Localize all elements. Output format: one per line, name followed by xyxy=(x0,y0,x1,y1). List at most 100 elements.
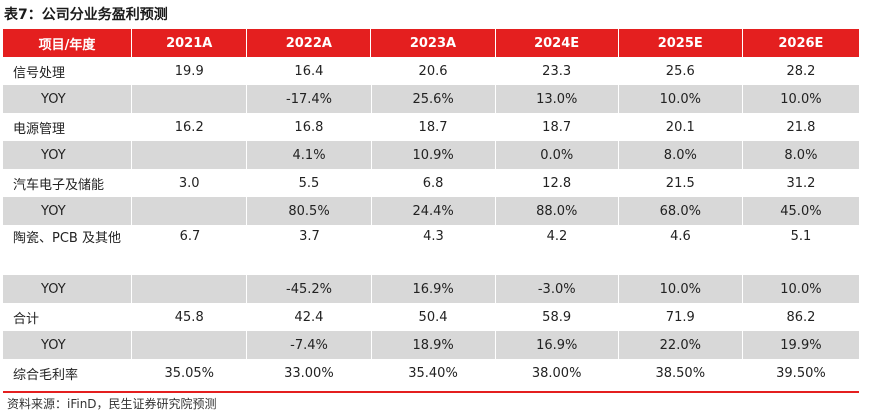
table-cell: 21.8 xyxy=(741,113,859,141)
table-cell: 88.0% xyxy=(494,197,618,225)
row-label: YOY xyxy=(41,337,66,353)
row-label: YOY xyxy=(41,281,66,297)
table-row: 汽车电子及储能 3.0 5.5 6.8 12.8 21.5 31.2 xyxy=(3,169,859,197)
source-note: 资料来源：iFinD，民生证券研究院预测 xyxy=(7,397,217,411)
row-label: 合计 xyxy=(13,311,40,327)
table-cell: 10.0% xyxy=(741,275,859,303)
table-cell: 0.0% xyxy=(494,141,618,169)
table-row: 综合毛利率 35.05% 33.00% 35.40% 38.00% 38.50%… xyxy=(3,359,859,387)
table-cell: 19.9% xyxy=(741,331,859,359)
table-cell: 3.7 xyxy=(247,225,371,275)
table-cell: 10.0% xyxy=(617,275,742,303)
forecast-table: 项目/年度 2021A 2022A 2023A 2024E 2025E 2026… xyxy=(3,29,859,387)
table-cell: 5.1 xyxy=(742,225,859,275)
table-cell: 16.9% xyxy=(370,275,495,303)
table-cell: 6.7 xyxy=(132,225,247,275)
table-row: 陶瓷、PCB 及其他 6.7 3.7 4.3 4.2 4.6 5.1 xyxy=(3,225,859,275)
table-cell xyxy=(131,275,246,303)
table-cell: 35.05% xyxy=(131,359,246,387)
table-cell: 4.6 xyxy=(618,225,742,275)
table-cell: 12.8 xyxy=(494,169,618,197)
table-cell: 58.9 xyxy=(494,303,618,331)
row-label: 汽车电子及储能 xyxy=(13,177,105,193)
table-cell: 31.2 xyxy=(741,169,859,197)
table-cell: 80.5% xyxy=(246,197,370,225)
header-cell-2025e: 2025E xyxy=(617,29,742,57)
table-cell: 5.5 xyxy=(246,169,370,197)
table-cell: 18.7 xyxy=(494,113,618,141)
table-row: 合计 45.8 42.4 50.4 58.9 71.9 86.2 xyxy=(3,303,859,331)
table-row: YOY 80.5% 24.4% 88.0% 68.0% 45.0% xyxy=(3,197,859,225)
header-cell-item: 项目/年度 xyxy=(38,37,96,53)
table-cell: 45.0% xyxy=(741,197,859,225)
table-header-row: 项目/年度 2021A 2022A 2023A 2024E 2025E 2026… xyxy=(3,29,859,57)
table-cell: 4.2 xyxy=(495,225,618,275)
table-cell: -17.4% xyxy=(246,85,370,113)
table-cell xyxy=(131,331,246,359)
header-cell-2024e: 2024E xyxy=(494,29,618,57)
table-cell: 39.50% xyxy=(741,359,859,387)
row-label: 综合毛利率 xyxy=(13,367,79,383)
table-cell: 8.0% xyxy=(741,141,859,169)
header-cell-2023a: 2023A xyxy=(370,29,494,57)
table-cell: 28.2 xyxy=(741,57,859,85)
table-cell: -7.4% xyxy=(246,331,370,359)
table-cell: 25.6 xyxy=(617,57,742,85)
table-cell: 33.00% xyxy=(246,359,370,387)
table-cell xyxy=(131,85,246,113)
table-cell: 35.40% xyxy=(370,359,494,387)
table-cell: 42.4 xyxy=(246,303,370,331)
table-title: 表7：公司分业务盈利预测 xyxy=(4,7,168,23)
table-cell: 20.1 xyxy=(617,113,742,141)
table-cell: 16.4 xyxy=(246,57,370,85)
table-row: YOY -7.4% 18.9% 16.9% 22.0% 19.9% xyxy=(3,331,859,359)
table-cell: 23.3 xyxy=(494,57,618,85)
row-label: 电源管理 xyxy=(13,121,66,137)
table-cell: 45.8 xyxy=(131,303,246,331)
table-cell: 18.9% xyxy=(370,331,495,359)
row-label: YOY xyxy=(41,147,66,163)
table-cell: 3.0 xyxy=(131,169,246,197)
table-cell: 6.8 xyxy=(370,169,494,197)
table-cell: 20.6 xyxy=(370,57,494,85)
table-cell: 13.0% xyxy=(494,85,618,113)
table-row: YOY -17.4% 25.6% 13.0% 10.0% 10.0% xyxy=(3,85,859,113)
table-row: 信号处理 19.9 16.4 20.6 23.3 25.6 28.2 xyxy=(3,57,859,85)
table-cell: 71.9 xyxy=(617,303,742,331)
table-row: YOY -45.2% 16.9% -3.0% 10.0% 10.0% xyxy=(3,275,859,303)
table-row: 电源管理 16.2 16.8 18.7 18.7 20.1 21.8 xyxy=(3,113,859,141)
table-bottom-rule xyxy=(3,391,859,393)
table-cell: 24.4% xyxy=(370,197,495,225)
row-label: 陶瓷、PCB 及其他 xyxy=(13,231,121,246)
table-cell: 22.0% xyxy=(617,331,742,359)
header-cell-2021a: 2021A xyxy=(131,29,246,57)
row-label: YOY xyxy=(41,91,66,107)
table-cell: 8.0% xyxy=(617,141,742,169)
table-cell xyxy=(131,197,246,225)
table-cell: 10.0% xyxy=(741,85,859,113)
table-cell: 50.4 xyxy=(370,303,494,331)
table-row: YOY 4.1% 10.9% 0.0% 8.0% 8.0% xyxy=(3,141,859,169)
table-cell: 38.50% xyxy=(617,359,742,387)
table-cell: 4.3 xyxy=(371,225,495,275)
table-cell: 16.8 xyxy=(246,113,370,141)
row-label: YOY xyxy=(41,203,66,219)
table-cell: 10.9% xyxy=(370,141,495,169)
table-cell: 21.5 xyxy=(617,169,742,197)
table-cell xyxy=(131,141,246,169)
table-cell: 4.1% xyxy=(246,141,370,169)
header-cell-2026e: 2026E xyxy=(741,29,859,57)
table-cell: 10.0% xyxy=(617,85,742,113)
table-cell: 16.9% xyxy=(494,331,618,359)
table-cell: 38.00% xyxy=(494,359,618,387)
table-cell: 16.2 xyxy=(131,113,246,141)
row-label: 信号处理 xyxy=(13,65,66,81)
header-cell-2022a: 2022A xyxy=(246,29,370,57)
table-cell: 18.7 xyxy=(370,113,494,141)
table-cell: 25.6% xyxy=(370,85,495,113)
table-cell: -3.0% xyxy=(494,275,618,303)
table-cell: 86.2 xyxy=(741,303,859,331)
table-cell: -45.2% xyxy=(246,275,370,303)
table-cell: 19.9 xyxy=(131,57,246,85)
table-cell: 68.0% xyxy=(617,197,742,225)
